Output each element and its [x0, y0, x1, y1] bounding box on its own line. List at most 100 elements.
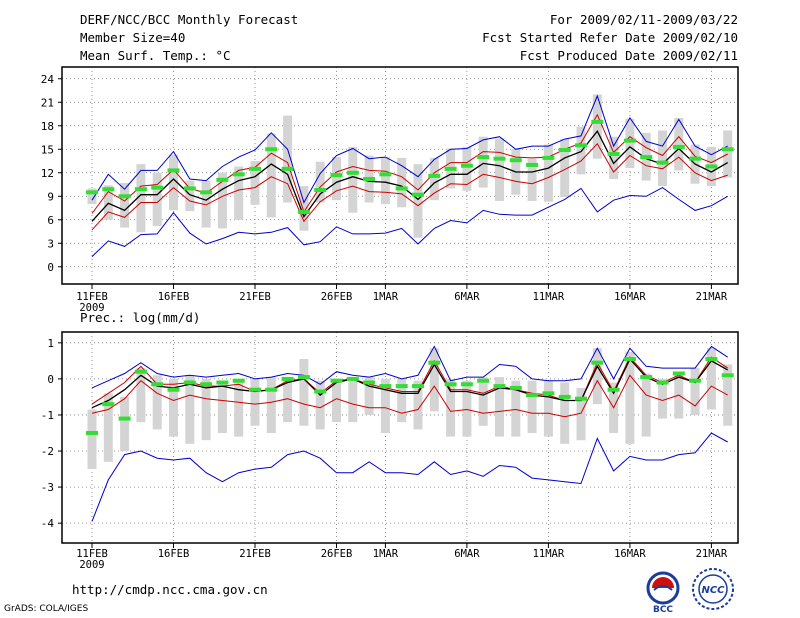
member-marker: [672, 371, 685, 376]
ensemble-box: [299, 359, 309, 426]
member-marker: [607, 151, 620, 156]
member-marker: [183, 186, 196, 191]
started-date-label: Fcst Started Refer Date 2009/02/10: [482, 30, 738, 45]
x-tick-label: 1MAR: [373, 548, 399, 560]
member-marker: [102, 402, 115, 407]
member-marker: [460, 163, 473, 168]
x-tick-label: 6MAR: [454, 291, 480, 303]
member-marker: [314, 187, 327, 192]
member-marker: [118, 194, 131, 199]
ensemble-box: [348, 377, 358, 423]
x-tick-label: 11FEB: [76, 291, 108, 303]
member-marker: [200, 190, 213, 195]
x-tick-label: 26FEB: [321, 548, 353, 560]
ncc-logo-text: NCC: [701, 585, 725, 596]
x-tick-label: 21MAR: [696, 548, 728, 560]
member-marker: [542, 155, 555, 160]
series-lower-line: [91, 374, 728, 418]
plot-frame: [61, 66, 739, 285]
y-tick-label: -1: [41, 409, 54, 422]
member-marker: [86, 190, 98, 195]
ensemble-box: [152, 172, 162, 227]
ensemble-box: [397, 157, 407, 208]
ensemble-box: [690, 368, 700, 415]
ensemble-box: [136, 368, 146, 423]
member-marker: [705, 164, 718, 169]
x-tick-sublabel: 2009: [79, 302, 104, 314]
ensemble-box: [625, 118, 635, 169]
ensemble-box: [250, 378, 260, 426]
source-url[interactable]: http://cmdp.ncc.cma.gov.cn: [72, 582, 268, 597]
member-marker: [330, 173, 343, 178]
ensemble-box: [592, 348, 602, 405]
ensemble-box: [332, 157, 341, 201]
ensemble-box: [87, 188, 97, 205]
member-marker: [509, 385, 522, 390]
member-marker: [363, 177, 376, 182]
ensemble-box: [315, 380, 325, 430]
y-tick-label: 18: [41, 120, 54, 133]
y-tick-label: 9: [47, 190, 54, 203]
produced-date-label: Fcst Produced Date 2009/02/11: [519, 48, 738, 63]
chart-title: DERF/NCC/BCC Monthly Forecast: [80, 12, 299, 27]
ensemble-box: [299, 186, 309, 231]
ensemble-box: [380, 157, 390, 205]
member-marker: [689, 156, 702, 161]
ensemble-box: [397, 378, 407, 423]
series-max-line: [91, 345, 728, 389]
ensemble-box: [495, 138, 504, 201]
x-tick-label: 16MAR: [614, 548, 646, 560]
y-tick-label: -2: [41, 445, 54, 458]
ensemble-box: [185, 375, 195, 444]
member-marker: [444, 166, 457, 171]
member-marker: [526, 162, 539, 167]
member-marker: [265, 387, 278, 392]
ensemble-box: [592, 94, 602, 159]
series-min-line: [91, 432, 728, 522]
ensemble-box: [250, 161, 260, 205]
y-tick-label: 0: [47, 373, 54, 386]
member-marker: [151, 382, 164, 387]
member-marker: [428, 360, 441, 365]
bcc-logo: BCC: [646, 571, 680, 614]
x-tick-label: 6MAR: [454, 548, 480, 560]
member-marker: [460, 382, 473, 387]
member-marker: [412, 384, 424, 389]
ensemble-box: [723, 364, 733, 426]
member-marker: [232, 378, 245, 383]
member-marker: [721, 147, 734, 152]
y-tick-label: -3: [41, 481, 54, 494]
x-tick-label: 21FEB: [239, 548, 271, 560]
member-marker: [265, 147, 278, 152]
ensemble-box: [332, 378, 341, 423]
member-marker: [379, 172, 392, 177]
ensemble-box: [185, 180, 195, 212]
ensemble-box: [527, 380, 537, 433]
ensemble-box: [120, 182, 130, 228]
member-marker: [689, 378, 702, 383]
ensemble-box: [364, 377, 374, 415]
member-size-label: Member Size=40: [80, 30, 186, 45]
member-marker: [444, 382, 457, 387]
ensemble-box: [217, 380, 227, 433]
ensemble-box: [478, 377, 488, 426]
ensemble-box: [103, 185, 113, 220]
ensemble-box: [201, 378, 211, 441]
member-marker: [249, 387, 261, 392]
precip-panel-title: Prec.: log(mm/d): [80, 310, 200, 325]
ensemble-box: [87, 409, 97, 470]
ensemble-box: [609, 136, 619, 180]
ensemble-box: [625, 351, 635, 444]
ensemble-box: [576, 387, 586, 441]
member-marker: [656, 380, 669, 385]
x-tick-label: 11FEB: [76, 548, 108, 560]
ensemble-box: [266, 377, 276, 433]
member-marker: [346, 376, 359, 381]
member-marker: [232, 172, 245, 177]
member-marker: [558, 148, 571, 153]
ensemble-box: [413, 164, 423, 238]
member-marker: [575, 143, 587, 148]
member-marker: [330, 378, 343, 383]
